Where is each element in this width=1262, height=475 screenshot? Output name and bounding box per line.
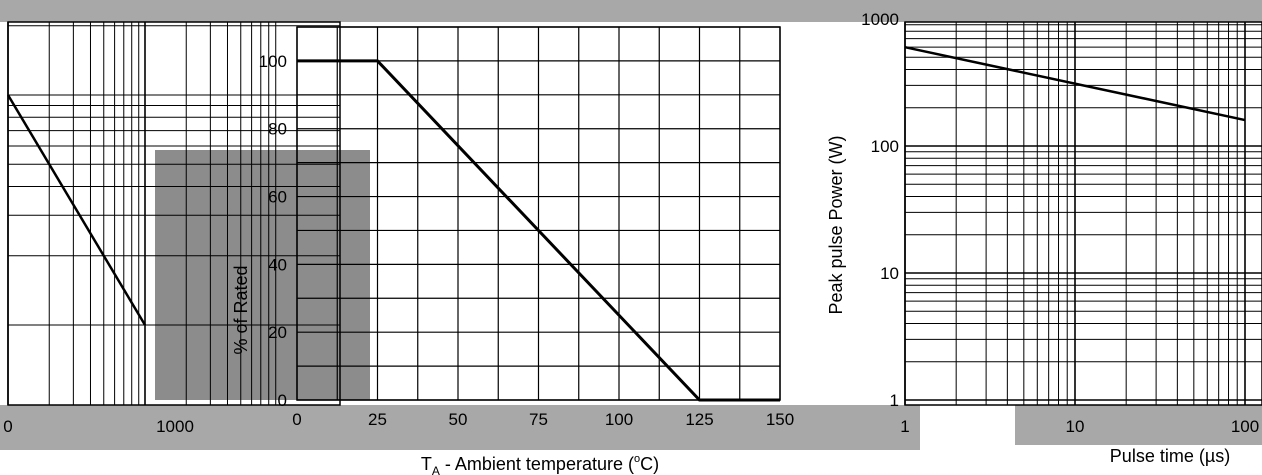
middle-x-tick-label: 0	[292, 410, 301, 429]
right-x-tick-label: 10	[1066, 417, 1085, 436]
pulse-label-text: Pulse time (	[1110, 446, 1205, 466]
bottom-gray-band-left	[0, 405, 920, 450]
right-x-tick-label: 100	[1231, 417, 1259, 436]
middle-chart-x-axis-label: TA - Ambient temperature (oC)	[421, 453, 659, 475]
left-series-line	[6, 94, 147, 326]
right-chart-x-ticks: 1 10 100	[900, 417, 1259, 436]
right-chart-grid	[904, 21, 1262, 406]
middle-y-tick-label: 40	[268, 255, 287, 274]
middle-y-tick-label: 20	[268, 323, 287, 342]
right-x-tick-label: 1	[900, 417, 909, 436]
middle-chart-y-ticks: 0 20 40 60 80 100	[259, 52, 287, 410]
middle-y-tick-label: 100	[259, 52, 287, 71]
middle-chart-frame	[296, 26, 781, 401]
top-gray-band	[0, 0, 1262, 22]
right-y-tick-label: 10	[880, 264, 899, 283]
middle-chart-x-ticks: 0 25 50 75 100 125 150	[292, 410, 794, 429]
left-chart: 0 1000	[3, 21, 341, 436]
x-label-unit: C)	[640, 454, 659, 474]
x-label-symbol: T	[421, 454, 432, 474]
background-band-layer	[0, 0, 1262, 450]
pulse-label-unit: s)	[1215, 446, 1230, 466]
right-series-line	[904, 45, 1246, 122]
right-chart-curve	[904, 45, 1246, 122]
middle-y-tick-label: 80	[268, 120, 287, 139]
middle-chart: 0 20 40 60 80 100 0 25 50 75 100 125 150 % of Rated…	[231, 26, 794, 475]
left-x-tick-label: 1000	[156, 417, 194, 436]
middle-x-tick-label: 125	[685, 410, 713, 429]
right-chart-y-axis-label: Peak pulse Power (W)	[826, 135, 846, 314]
x-label-text: - Ambient temperature (	[440, 454, 634, 474]
middle-x-tick-label: 25	[368, 410, 387, 429]
middle-x-tick-label: 50	[449, 410, 468, 429]
right-chart-y-ticks: 1 10 100 1000	[861, 10, 899, 410]
middle-y-tick-label: 60	[268, 188, 287, 207]
right-chart-x-axis-label: Pulse time (µs)	[1110, 446, 1230, 466]
right-y-tick-label: 1	[890, 391, 899, 410]
left-chart-frame	[7, 21, 341, 406]
middle-x-tick-label: 75	[529, 410, 548, 429]
middle-chart-derating-curve	[297, 59, 780, 402]
left-chart-grid	[7, 21, 341, 406]
right-chart: 1 10 100 1000 1 10 100 Peak pulse Power (W) P…	[826, 10, 1262, 466]
left-chart-x-ticks: 0 1000	[3, 417, 194, 436]
left-chart-curve	[6, 94, 147, 326]
middle-x-tick-label: 150	[766, 410, 794, 429]
right-chart-frame	[904, 21, 1262, 406]
left-x-tick-label: 0	[3, 417, 12, 436]
x-label-subscript: A	[432, 464, 440, 475]
pulse-label-mu: µ	[1205, 446, 1215, 466]
right-y-tick-label: 100	[871, 137, 899, 156]
left-overlap-gray-panel	[155, 150, 370, 400]
middle-y-tick-label: 0	[278, 391, 287, 410]
middle-x-tick-label: 100	[605, 410, 633, 429]
middle-derating-line	[297, 59, 780, 402]
middle-chart-y-axis-label: % of Rated	[231, 265, 251, 354]
right-y-tick-label: 1000	[861, 10, 899, 29]
bottom-gray-band-right	[1015, 405, 1262, 445]
x-label-degree: o	[634, 453, 640, 465]
